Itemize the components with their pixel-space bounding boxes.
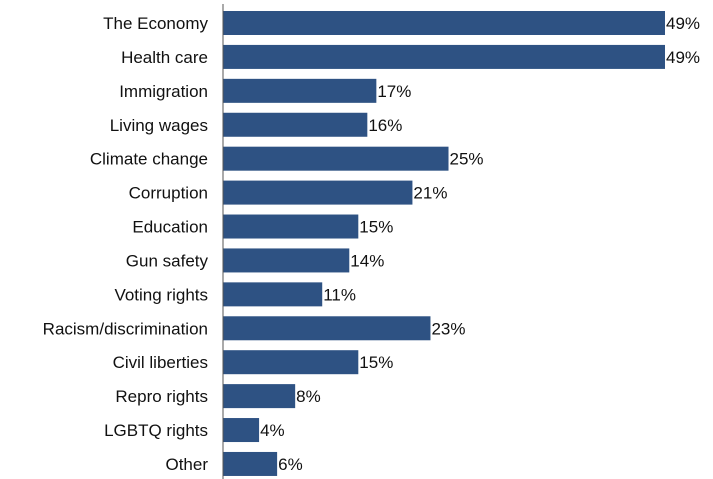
bar-13 (223, 451, 278, 476)
bar-3 (223, 112, 368, 137)
value-label: 8% (296, 387, 321, 406)
bar-9 (223, 316, 431, 341)
value-label: 21% (413, 184, 447, 203)
category-label: Voting rights (114, 285, 208, 304)
category-label: Education (132, 218, 208, 237)
value-label: 17% (377, 82, 411, 101)
value-label: 16% (368, 116, 402, 135)
bars-group (223, 11, 665, 476)
bar-1 (223, 44, 665, 69)
category-label: LGBTQ rights (104, 421, 208, 440)
value-label: 14% (350, 251, 384, 270)
value-label: 15% (359, 218, 393, 237)
bar-12 (223, 418, 260, 443)
bar-5 (223, 180, 413, 205)
value-label: 15% (359, 353, 393, 372)
category-label: Corruption (129, 184, 208, 203)
bar-6 (223, 214, 359, 239)
value-label: 4% (260, 421, 285, 440)
bar-8 (223, 282, 323, 307)
value-label: 49% (666, 14, 700, 33)
category-label: Gun safety (126, 251, 209, 270)
value-label: 23% (431, 319, 465, 338)
category-labels: The Economy Health care Immigration Living … (43, 14, 209, 474)
value-labels: 49% 49% 17% 16% 25%21% 15% 14% 11% 23% 15% 8% 4% 6% (260, 14, 700, 474)
value-label: 6% (278, 455, 303, 474)
category-label: Other (165, 455, 208, 474)
bar-11 (223, 384, 296, 409)
value-label: 25% (450, 150, 484, 169)
category-label: The Economy (103, 14, 208, 33)
category-label: Immigration (119, 82, 208, 101)
category-label: Climate change (90, 150, 208, 169)
category-label: Repro rights (115, 387, 208, 406)
category-label: Health care (121, 48, 208, 67)
value-label: 49% (666, 48, 700, 67)
bar-0 (223, 11, 665, 35)
bar-2 (223, 78, 377, 103)
category-label: Living wages (110, 116, 208, 135)
value-label: 11% (323, 285, 356, 304)
bar-10 (223, 350, 359, 375)
category-label: Civil liberties (113, 353, 208, 372)
bar-4 (223, 146, 449, 171)
bar-7 (223, 248, 350, 273)
category-label: Racism/discrimination (43, 319, 208, 338)
